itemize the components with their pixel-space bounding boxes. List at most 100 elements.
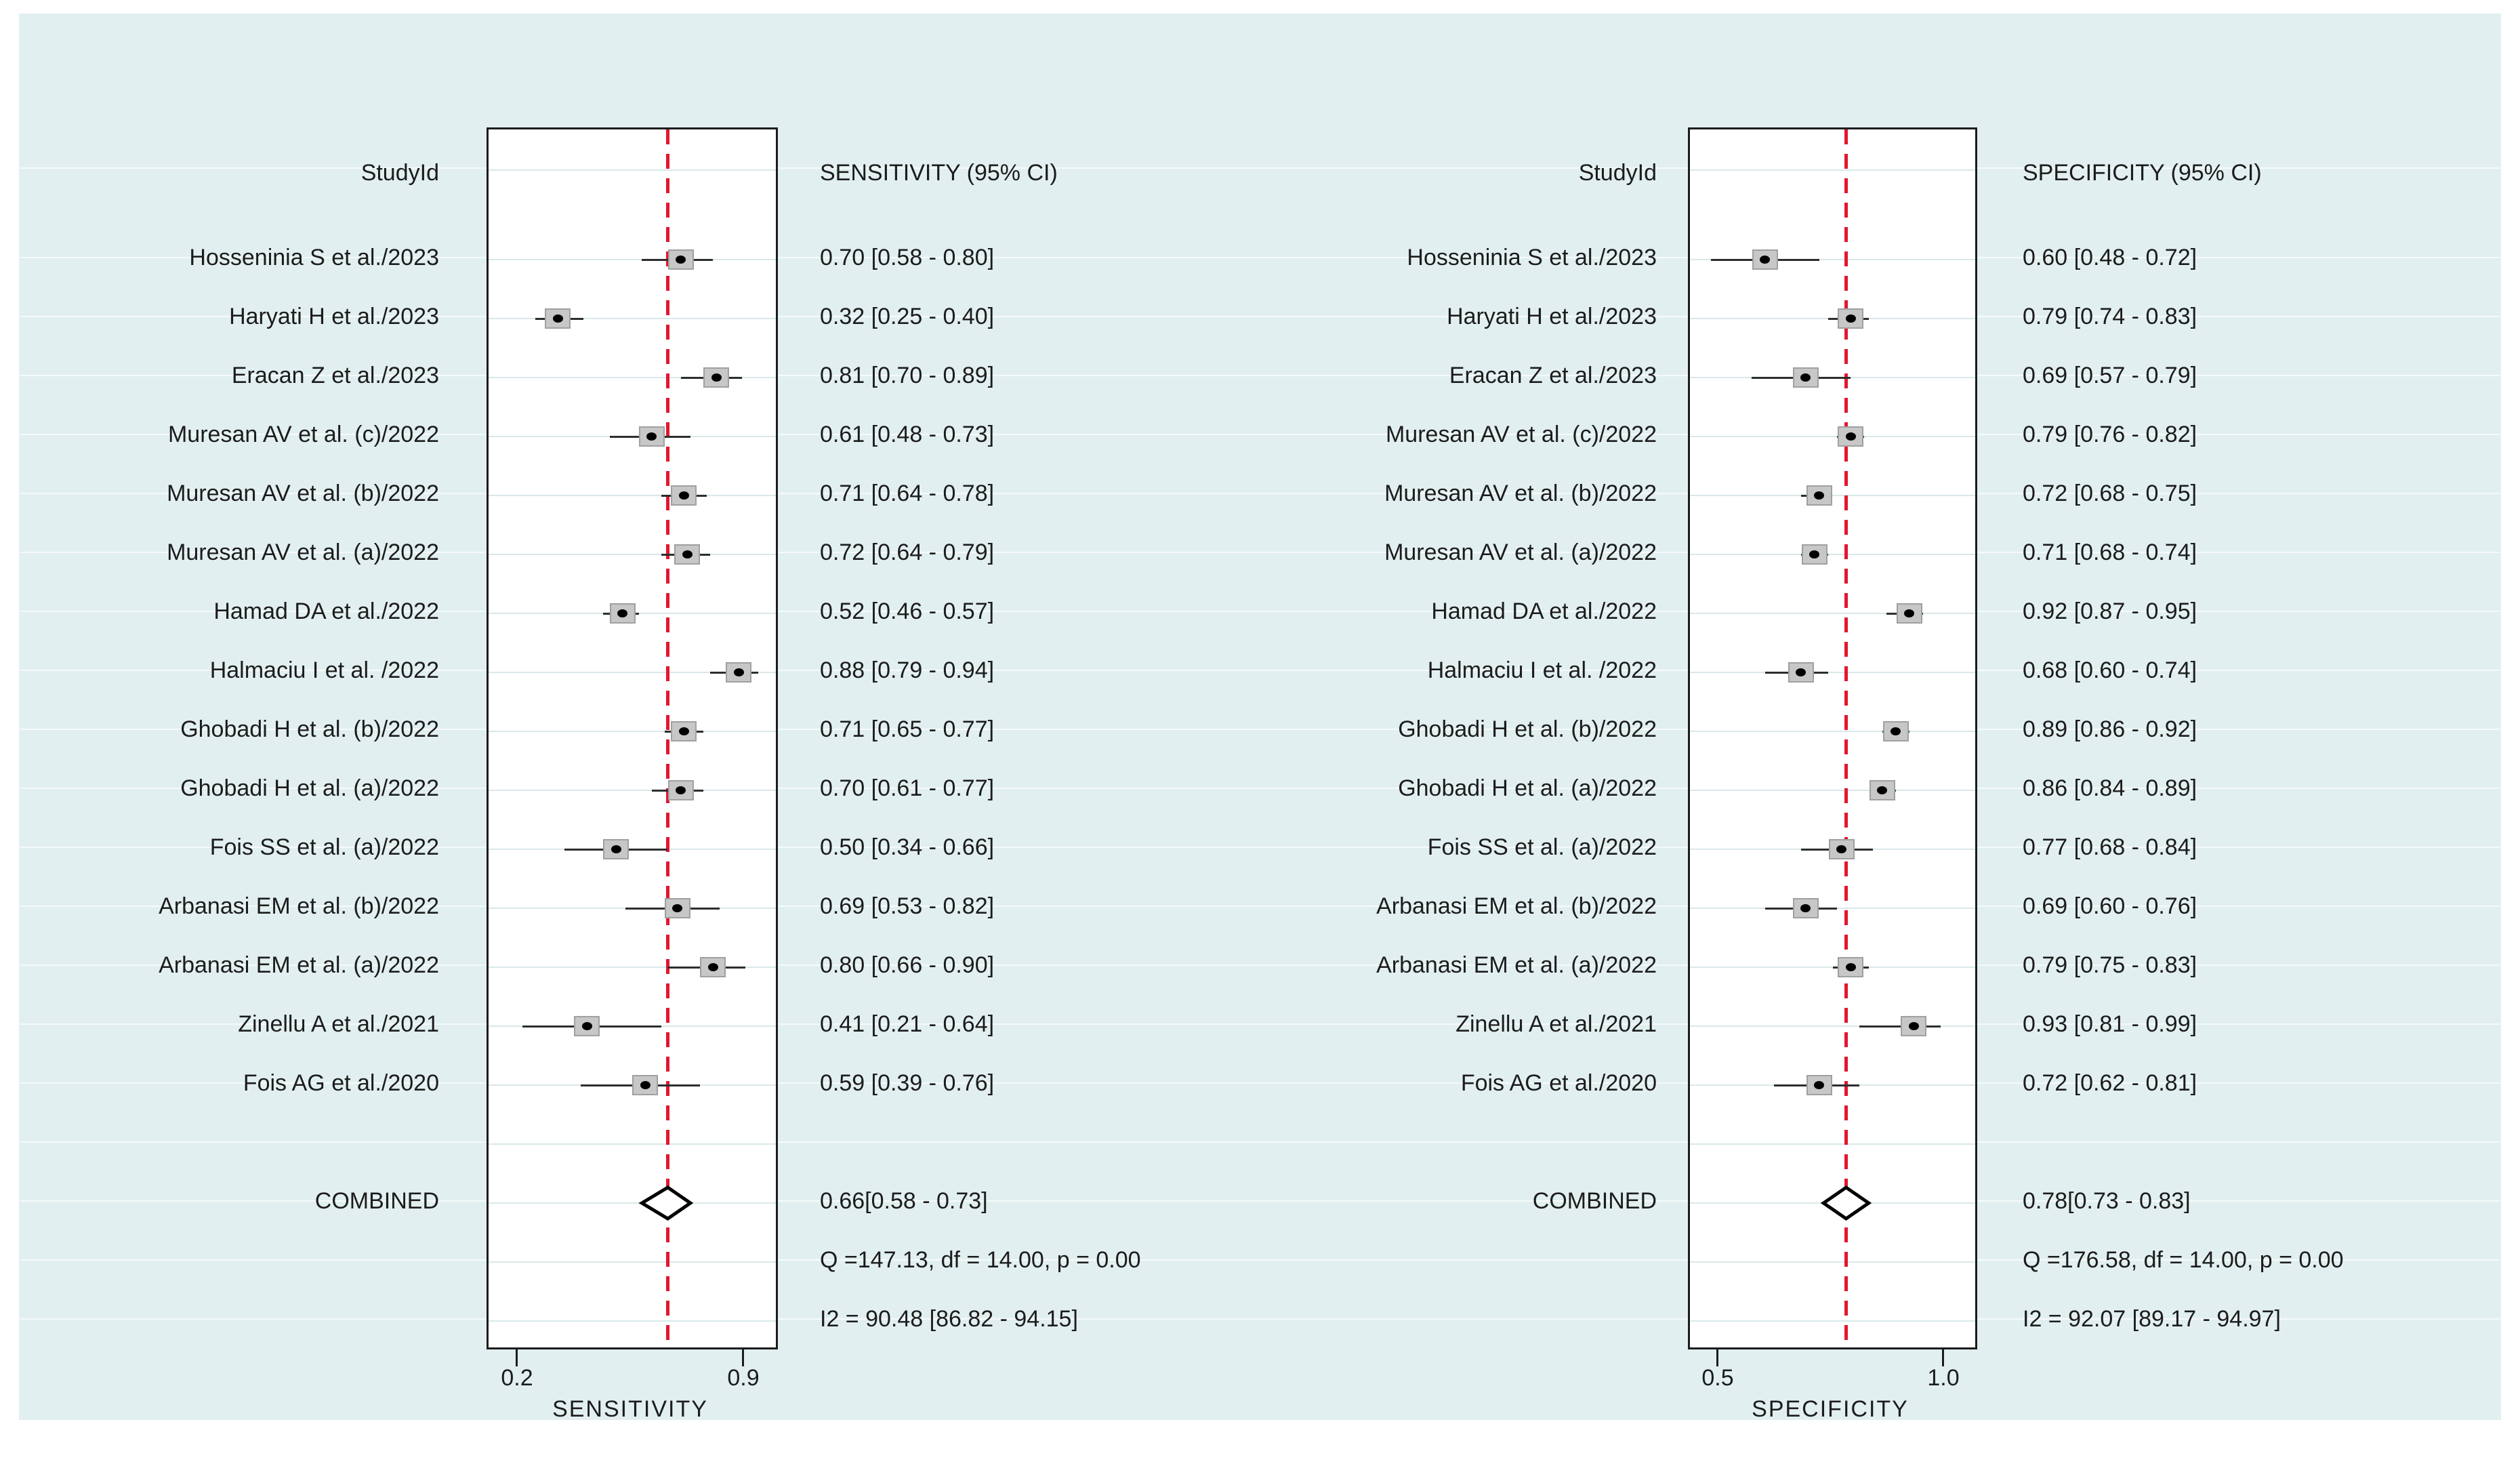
point-estimate-dot bbox=[646, 432, 657, 441]
q-statistic-text: Q =176.58, df = 14.00, p = 0.00 bbox=[2023, 1247, 2344, 1273]
study-label: Muresan AV et al. (c)/2022 bbox=[167, 422, 439, 447]
study-label: Hosseninia S et al./2023 bbox=[189, 245, 439, 270]
ci-value: 0.79 [0.75 - 0.83] bbox=[2023, 952, 2197, 978]
combined-diamond bbox=[1820, 1185, 1872, 1221]
ci-value: 0.89 [0.86 - 0.92] bbox=[2023, 716, 2197, 742]
study-label: Ghobadi H et al. (a)/2022 bbox=[1398, 775, 1657, 801]
ci-whisker bbox=[1859, 1025, 1941, 1028]
point-estimate-dot bbox=[581, 1022, 592, 1030]
ci-value: 0.41 [0.21 - 0.64] bbox=[820, 1011, 995, 1037]
study-label: Arbanasi EM et al. (b)/2022 bbox=[159, 893, 439, 919]
background-row-line bbox=[20, 906, 2500, 907]
study-label: Halmaciu I et al. /2022 bbox=[1427, 657, 1657, 683]
plot-gridline bbox=[1690, 1261, 1975, 1263]
x-tick-label-sens-left: 0.2 bbox=[501, 1365, 533, 1391]
point-estimate-dot bbox=[1800, 904, 1811, 912]
effect-marker bbox=[638, 426, 665, 447]
plot-gridline bbox=[1690, 790, 1975, 791]
sensitivity-column-header: SENSITIVITY (95% CI) bbox=[820, 160, 1058, 186]
plot-gridline bbox=[1690, 672, 1975, 673]
x-axis-title-sensitivity: SENSITIVITY bbox=[552, 1396, 708, 1422]
study-label: Hosseninia S et al./2023 bbox=[1407, 245, 1657, 270]
point-estimate-dot bbox=[552, 314, 563, 323]
ci-value: 0.81 [0.70 - 0.89] bbox=[820, 363, 995, 388]
ci-value: 0.80 [0.66 - 0.90] bbox=[820, 952, 995, 978]
background-row-line bbox=[20, 1023, 2500, 1025]
ci-value: 0.72 [0.64 - 0.79] bbox=[820, 540, 995, 565]
study-label: Fois AG et al./2020 bbox=[243, 1070, 439, 1096]
background-row-line bbox=[20, 1200, 2500, 1202]
point-estimate-dot bbox=[1891, 727, 1901, 735]
study-label: Ghobadi H et al. (a)/2022 bbox=[180, 775, 439, 801]
point-estimate-dot bbox=[672, 904, 683, 912]
effect-marker bbox=[1792, 898, 1819, 918]
background-row-line bbox=[20, 611, 2500, 612]
point-estimate-dot bbox=[707, 963, 718, 971]
ci-value: 0.71 [0.64 - 0.78] bbox=[820, 481, 995, 506]
ci-value: 0.60 [0.48 - 0.72] bbox=[2023, 245, 2197, 270]
plot-gridline bbox=[1690, 613, 1975, 614]
ci-value: 0.69 [0.57 - 0.79] bbox=[2023, 363, 2197, 388]
study-label: Eracan Z et al./2023 bbox=[231, 363, 439, 388]
point-estimate-dot bbox=[682, 550, 693, 558]
background-row-line bbox=[20, 964, 2500, 966]
effect-marker bbox=[674, 544, 701, 565]
ci-value: 0.93 [0.81 - 0.99] bbox=[2023, 1011, 2197, 1037]
ci-value: 0.77 [0.68 - 0.84] bbox=[2023, 834, 2197, 860]
point-estimate-dot bbox=[1814, 1081, 1825, 1089]
ci-value: 0.79 [0.76 - 0.82] bbox=[2023, 422, 2197, 447]
study-column-header-left: StudyId bbox=[360, 160, 439, 186]
plot-gridline bbox=[489, 495, 776, 496]
plot-gridline bbox=[1690, 731, 1975, 732]
background-row-line bbox=[20, 729, 2500, 730]
study-label: Muresan AV et al. (c)/2022 bbox=[1385, 422, 1657, 447]
ci-value: 0.72 [0.62 - 0.81] bbox=[2023, 1070, 2197, 1096]
ci-value: 0.72 [0.68 - 0.75] bbox=[2023, 481, 2197, 506]
point-estimate-dot bbox=[1845, 963, 1856, 971]
plot-gridline bbox=[489, 554, 776, 555]
point-estimate-dot bbox=[1814, 491, 1825, 500]
background-row-line bbox=[20, 1318, 2500, 1320]
x-tick-spec-right bbox=[1942, 1347, 1944, 1366]
background-row-line bbox=[20, 670, 2500, 671]
plot-gridline bbox=[489, 790, 776, 791]
study-label: Fois SS et al. (a)/2022 bbox=[1427, 834, 1657, 860]
x-tick-label-spec-right: 1.0 bbox=[1927, 1365, 1960, 1391]
effect-marker bbox=[545, 308, 571, 329]
point-estimate-dot bbox=[1809, 550, 1820, 558]
plot-gridline bbox=[489, 1261, 776, 1263]
point-estimate-dot bbox=[1845, 432, 1856, 441]
ci-value: 0.71 [0.65 - 0.77] bbox=[820, 716, 995, 742]
point-estimate-dot bbox=[1836, 845, 1847, 853]
sensitivity-plot-frame bbox=[487, 127, 778, 1349]
point-estimate-dot bbox=[1800, 373, 1811, 382]
study-label: Arbanasi EM et al. (b)/2022 bbox=[1376, 893, 1657, 919]
point-estimate-dot bbox=[617, 609, 628, 617]
study-column-header-right: StudyId bbox=[1578, 160, 1657, 186]
background-row-line bbox=[20, 788, 2500, 789]
study-label: Muresan AV et al. (b)/2022 bbox=[1384, 481, 1657, 506]
study-label: Arbanasi EM et al. (a)/2022 bbox=[159, 952, 439, 978]
background-row-line bbox=[20, 167, 2500, 169]
point-estimate-dot bbox=[733, 668, 744, 676]
background-row-line bbox=[20, 493, 2500, 494]
figure-background-panel bbox=[19, 14, 2501, 1420]
x-tick-label-spec-left: 0.5 bbox=[1701, 1365, 1734, 1391]
point-estimate-dot bbox=[1908, 1022, 1919, 1030]
plot-gridline bbox=[489, 672, 776, 673]
ci-value: 0.79 [0.74 - 0.83] bbox=[2023, 304, 2197, 329]
study-label: Haryati H et al./2023 bbox=[229, 304, 439, 329]
study-label: Eracan Z et al./2023 bbox=[1449, 363, 1657, 388]
plot-gridline bbox=[489, 731, 776, 732]
point-estimate-dot bbox=[1904, 609, 1915, 617]
background-row-line bbox=[20, 316, 2500, 317]
point-estimate-dot bbox=[711, 373, 722, 382]
specificity-plot-frame bbox=[1688, 127, 1977, 1349]
study-label: Muresan AV et al. (b)/2022 bbox=[167, 481, 439, 506]
study-label: Ghobadi H et al. (b)/2022 bbox=[180, 716, 439, 742]
effect-marker bbox=[703, 367, 730, 388]
point-estimate-dot bbox=[678, 727, 689, 735]
study-label: Fois SS et al. (a)/2022 bbox=[209, 834, 439, 860]
x-tick-spec-left bbox=[1716, 1347, 1718, 1366]
